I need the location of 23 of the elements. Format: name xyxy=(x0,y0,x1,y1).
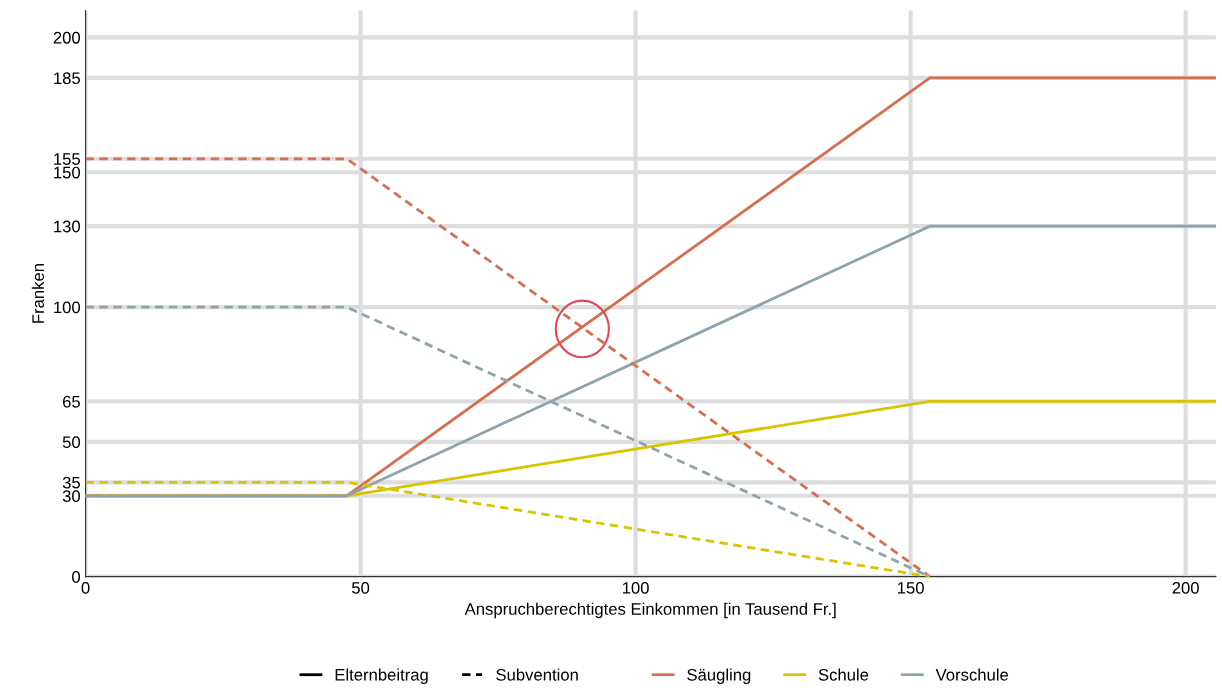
x-tick-label: 100 xyxy=(622,581,649,594)
x-tick-label: 50 xyxy=(351,581,370,594)
y-tick-label: 65 xyxy=(62,395,80,408)
y-tick-label: 0 xyxy=(72,571,81,583)
y-tick-label: 30 xyxy=(62,490,81,502)
y-tick-label: 35 xyxy=(62,476,80,489)
text: Elternbeitrag xyxy=(335,668,428,684)
y-axis-title: Franken xyxy=(31,264,45,323)
y-tick-label: 185 xyxy=(54,72,80,85)
text: Subvention xyxy=(496,668,578,681)
legend-label: Säugling xyxy=(687,668,751,684)
y-tick-label: 150 xyxy=(54,166,81,179)
y-tick-label: 200 xyxy=(53,31,81,44)
x-tick-label: 150 xyxy=(897,581,924,594)
y-tick-label: 100 xyxy=(54,301,81,314)
y-tick-label: 50 xyxy=(62,436,81,449)
y-tick-label: 130 xyxy=(54,220,81,233)
y-tick-label: 155 xyxy=(54,153,80,165)
x-tick-label: 0 xyxy=(81,581,90,594)
x-axis-title: Anspruchberechtigtes Einkommen [in Tausend Fr.] xyxy=(464,602,836,619)
x-tick-label: 200 xyxy=(1172,581,1199,594)
legend-label: Schule xyxy=(818,668,869,681)
legend-label: Vorschule xyxy=(935,668,1009,681)
